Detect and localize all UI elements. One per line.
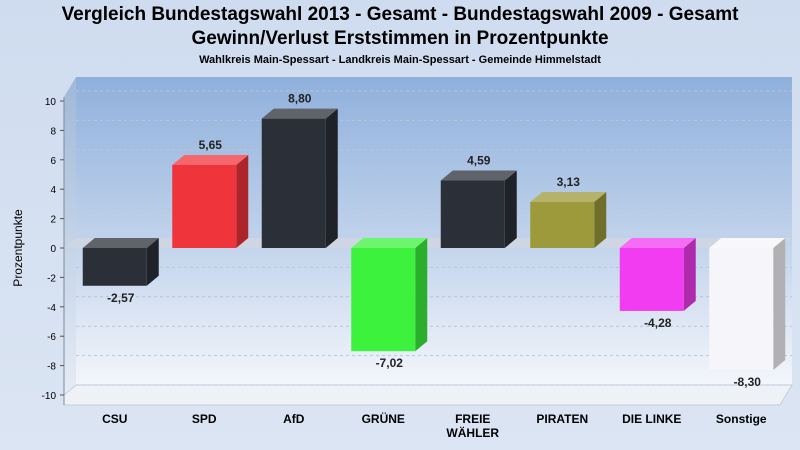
x-tick-label: PIRATEN xyxy=(536,412,588,426)
x-tick-label: DIE LINKE xyxy=(622,412,681,426)
bar-side xyxy=(504,170,517,248)
bar-side xyxy=(773,238,786,371)
x-tick-label: AfD xyxy=(283,412,305,426)
data-label: -7,02 xyxy=(376,356,404,370)
plot-floor xyxy=(63,384,793,406)
y-tick-label: 4 xyxy=(50,185,56,196)
chart-subtitle: Wahlkreis Main-Spessart - Landkreis Main… xyxy=(199,54,601,66)
bar-side xyxy=(683,238,696,311)
bar-top xyxy=(709,238,786,248)
x-tick-label: FREIE xyxy=(455,412,490,426)
data-label: 4,59 xyxy=(467,154,491,168)
bar-top xyxy=(440,170,517,181)
chart-title-line2: Gewinn/Verlust Erststimmen in Prozentpun… xyxy=(191,28,609,49)
data-label: 3,13 xyxy=(557,175,581,189)
y-tick-label: -8 xyxy=(47,362,56,373)
chart-title: Vergleich Bundestagswahl 2013 - Gesamt -… xyxy=(61,4,739,25)
data-label: -2,57 xyxy=(107,291,135,305)
y-tick-label: 10 xyxy=(45,97,57,108)
bar-front xyxy=(530,201,595,248)
bar-top xyxy=(82,238,159,248)
x-tick-label: WÄHLER xyxy=(446,425,499,440)
x-tick-label: CSU xyxy=(102,412,127,426)
y-tick-label: 6 xyxy=(50,156,56,167)
data-label: 5,65 xyxy=(199,138,223,152)
bar-2 xyxy=(261,108,338,248)
bar-side xyxy=(594,191,607,248)
data-label: 8,80 xyxy=(288,92,312,106)
bar-top xyxy=(261,108,338,119)
x-tick-label: GRÜNE xyxy=(362,411,405,426)
bar-0 xyxy=(82,238,159,286)
y-axis-label: Prozentpunkte xyxy=(11,209,25,287)
data-label: -4,28 xyxy=(644,316,672,330)
bar-front xyxy=(619,248,684,311)
data-label: -8,30 xyxy=(734,375,762,389)
bar-front xyxy=(440,180,505,248)
bar-side xyxy=(236,154,249,248)
bar-top xyxy=(619,238,696,248)
bar-top xyxy=(172,154,249,165)
y-tick-label: 8 xyxy=(50,126,56,137)
bar-side xyxy=(325,108,338,248)
plot-left-wall xyxy=(64,77,76,395)
y-tick-label: -2 xyxy=(47,273,56,284)
y-tick-label: 0 xyxy=(50,244,56,255)
bar-side xyxy=(146,238,159,286)
zero-plane xyxy=(64,238,792,248)
bar-front xyxy=(351,248,416,352)
bar-front xyxy=(261,118,326,248)
bar-front xyxy=(172,164,237,248)
bar-6 xyxy=(619,238,696,311)
bar-4 xyxy=(440,170,517,248)
bar-top xyxy=(530,191,607,202)
y-tick-label: -6 xyxy=(47,332,56,343)
bar-1 xyxy=(172,154,249,248)
bar-top xyxy=(351,238,428,248)
x-tick-label: SPD xyxy=(192,412,217,426)
x-tick-label: Sonstige xyxy=(716,412,767,426)
bar-front xyxy=(82,248,147,286)
bar-7 xyxy=(709,238,786,371)
bar-side xyxy=(415,238,428,352)
y-tick-label: 2 xyxy=(50,215,56,226)
y-tick-label: -10 xyxy=(42,391,57,402)
bar-front xyxy=(709,248,774,371)
bar-3 xyxy=(351,238,428,352)
bar-5 xyxy=(530,191,607,248)
y-tick-label: -4 xyxy=(47,303,56,314)
